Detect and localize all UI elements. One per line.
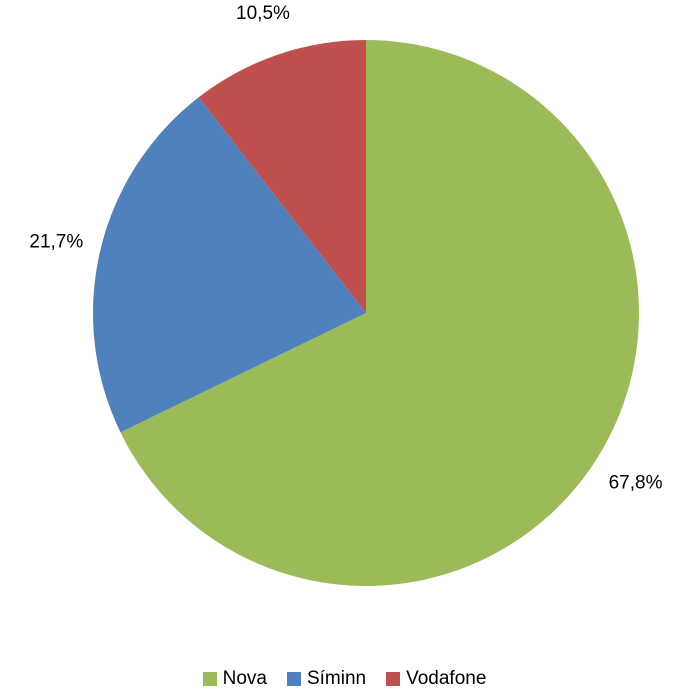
legend-swatch-nova <box>202 672 217 686</box>
legend-swatch-vodafone <box>386 672 401 686</box>
data-label-siminn: 21,7% <box>29 232 83 253</box>
data-label-nova: 67,8% <box>609 473 663 494</box>
legend-label-nova: Nova <box>222 668 267 689</box>
pie-slice-siminn <box>92 97 366 433</box>
pie-slice-nova <box>120 40 639 586</box>
legend-item-nova: Nova <box>202 668 267 690</box>
pie-slices <box>92 40 639 586</box>
legend-item-vodafone: Vodafone <box>386 668 486 690</box>
legend-swatch-siminn <box>286 672 301 686</box>
legend-item-siminn: Síminn <box>286 668 367 690</box>
pie-data-labels: 67,8% 21,7% 10,5% <box>29 3 662 494</box>
legend-label-vodafone: Vodafone <box>406 668 487 689</box>
legend-label-siminn: Síminn <box>306 668 367 689</box>
chart-legend: Nova Síminn Vodafone <box>0 668 689 690</box>
pie-slice-vodafone <box>198 40 366 313</box>
data-label-vodafone: 10,5% <box>236 3 290 24</box>
